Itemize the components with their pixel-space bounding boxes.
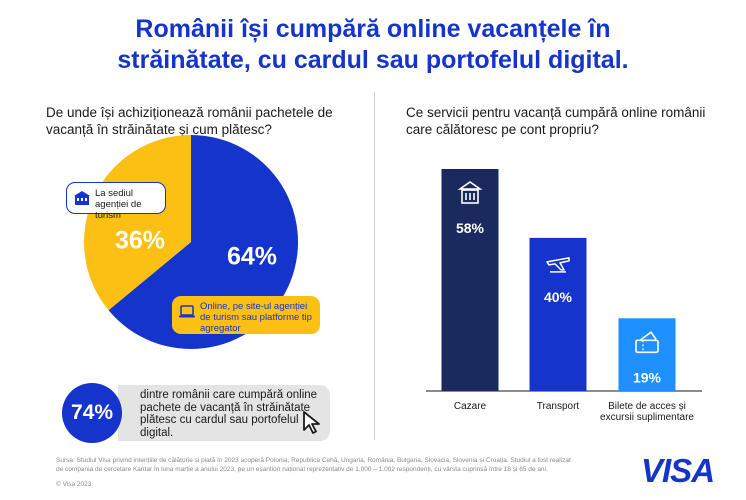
pie-slice-online-value: 64% bbox=[227, 243, 277, 271]
page-title: Românii își cumpără online vacanțele în … bbox=[0, 14, 746, 76]
ticket-icon bbox=[635, 331, 659, 354]
bar-transport bbox=[529, 237, 587, 391]
bar-accommodation bbox=[441, 169, 499, 391]
pie-label-agency-office: La sediul agenției de turism bbox=[66, 182, 166, 221]
pie-label-online-line3: agregator bbox=[200, 323, 241, 334]
stat-text-box: dintre românii care cumpără online pache… bbox=[118, 385, 330, 441]
stat-line3: plătesc cu cardul sau portofelul bbox=[140, 414, 299, 426]
pie-label-online-line1: Online, pe site-ul agenției bbox=[200, 301, 308, 312]
laptop-icon bbox=[179, 305, 195, 318]
bar-question-line2: care călătoresc pe cont propriu? bbox=[406, 122, 599, 137]
bar-question-line1: Ce servicii pentru vacanță cumpără onlin… bbox=[406, 105, 706, 120]
pie-slice-online bbox=[108, 135, 298, 349]
pie-question-line1: De unde își achiziționează românii pache… bbox=[46, 105, 333, 120]
bar-tickets-value: 19% bbox=[633, 369, 662, 385]
source-line1: Sursa: Studiul Visa privind intențiile d… bbox=[56, 457, 571, 464]
stat-line2: pachete de vacanță în străinătate bbox=[140, 401, 311, 414]
bar-question: Ce servicii pentru vacanță cumpără onlin… bbox=[406, 104, 706, 138]
page-title-line2: străinătate, cu cardul sau portofelul di… bbox=[117, 46, 629, 74]
divider bbox=[374, 92, 375, 440]
pie-label-agency-office-line1: La sediul bbox=[95, 188, 134, 199]
copyright: © Visa 2023 bbox=[56, 481, 92, 488]
bar-tickets bbox=[618, 318, 676, 391]
bar-tickets-label: Bilete de acces și excursii suplimentare bbox=[600, 401, 694, 423]
cursor-icon bbox=[303, 411, 320, 434]
source-line2: de compania de cercetare Kantar în luna … bbox=[56, 466, 548, 473]
pie-slice-agency-office-value: 36% bbox=[115, 227, 165, 255]
pie-question-line2: vacanță în străinătate și cum plătesc? bbox=[46, 122, 272, 137]
source-note: Sursa: Studiul Visa privind intențiile d… bbox=[56, 456, 616, 474]
pie-label-agency-office-line2: agenției de turism bbox=[95, 199, 142, 221]
bar-accommodation-value: 58% bbox=[456, 220, 485, 236]
pie-slice-agency-office bbox=[83, 135, 191, 311]
pie-label-online: Online, pe site-ul agenției de turism sa… bbox=[172, 296, 320, 334]
hotel-icon bbox=[457, 181, 483, 204]
pie-question: De unde își achiziționează românii pache… bbox=[46, 104, 346, 138]
bar-transport-label: Transport bbox=[537, 401, 580, 412]
building-icon bbox=[74, 191, 90, 205]
bar-transport-value: 40% bbox=[544, 289, 573, 305]
stat-line4: digital. bbox=[140, 426, 174, 439]
visa-logo: VISA bbox=[641, 452, 715, 489]
stat-line1: dintre românii care cumpără online bbox=[140, 389, 318, 401]
bar-accommodation-label: Cazare bbox=[454, 401, 487, 412]
stat-value: 74% bbox=[62, 383, 122, 443]
page-title-line1: Românii își cumpără online vacanțele în bbox=[135, 15, 611, 43]
pie-label-online-line2: de turism sau platforme tip bbox=[200, 312, 312, 323]
airplane-icon bbox=[546, 257, 570, 273]
